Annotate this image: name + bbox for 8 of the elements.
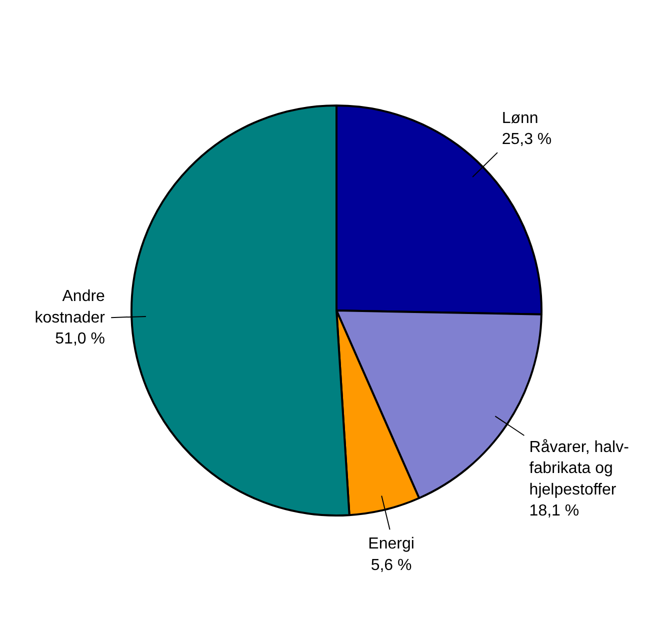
data-label: 25,3 % (502, 131, 552, 148)
slice-label: Energi (368, 536, 414, 553)
slice-label: Lønn (502, 110, 538, 127)
data-label: 51,0 % (55, 330, 105, 348)
data-label: 5,6 % (370, 556, 412, 574)
slice-label: Andre kostnader (34, 288, 106, 326)
data-label: 18,1 % (529, 502, 580, 520)
slice-label: Råvarer, halv- fabrikata og hjelpestoffer (529, 438, 629, 498)
